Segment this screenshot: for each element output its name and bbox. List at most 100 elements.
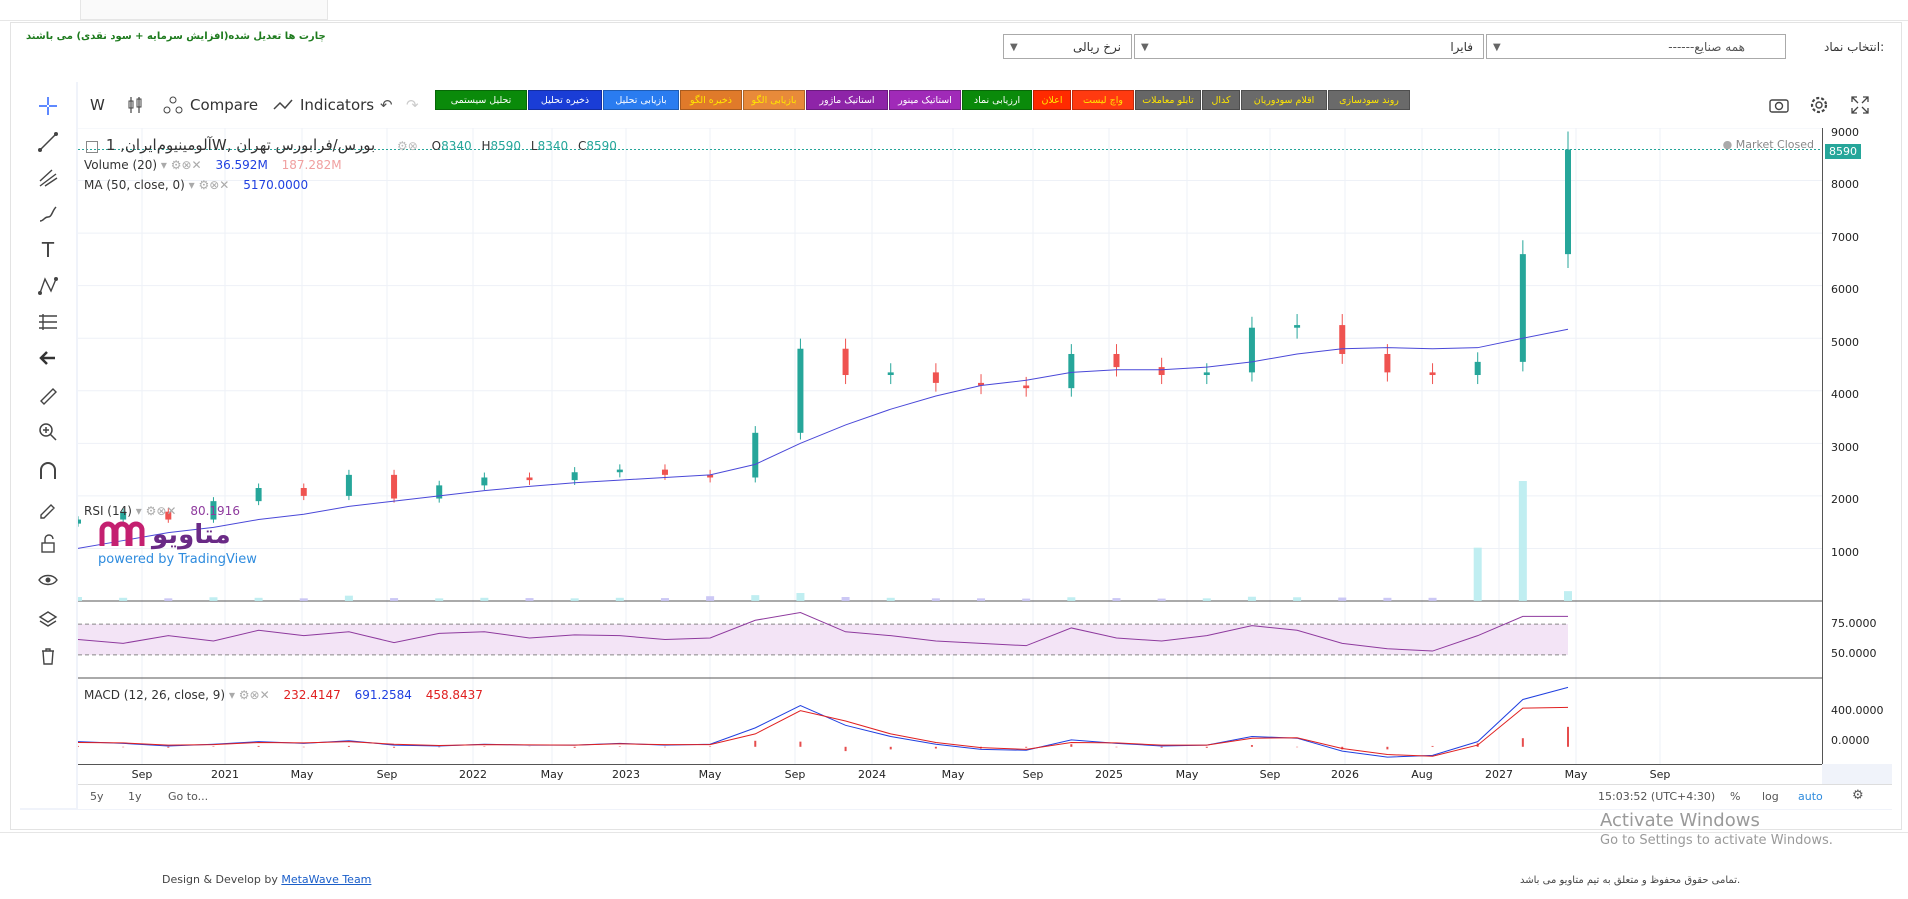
- macd-hist: [1386, 747, 1388, 750]
- range-1y-button[interactable]: 1y: [128, 790, 142, 803]
- stay-drawing-icon[interactable]: [34, 494, 62, 522]
- macd-hist: [348, 746, 350, 747]
- eye-icon[interactable]: [34, 566, 62, 594]
- zoom-in-icon[interactable]: [34, 418, 62, 446]
- toolbar-button-9[interactable]: واچ لیست: [1072, 90, 1134, 110]
- brush-icon[interactable]: [34, 200, 62, 228]
- toolbar-button-6[interactable]: استاتیک مینور: [889, 90, 961, 110]
- toolbar-button-3[interactable]: ذخیره الگو: [680, 90, 742, 110]
- volume-bar: [842, 597, 850, 601]
- toolbar-button-8[interactable]: اعلان: [1033, 90, 1071, 110]
- macd-hist: [1161, 747, 1163, 748]
- layers-icon[interactable]: [34, 606, 62, 634]
- main-legend: آلومینیوم‌ایران, 1W, بورس/فرابورس تهران …: [86, 136, 617, 154]
- time-tick: May: [1565, 768, 1588, 781]
- range-5y-button[interactable]: 5y: [90, 790, 104, 803]
- goto-button[interactable]: Go to...: [168, 790, 208, 803]
- legend-actions-icon[interactable]: ▾ ⚙⊗✕: [161, 158, 202, 172]
- text-icon[interactable]: T: [34, 236, 62, 264]
- pattern-icon[interactable]: [34, 272, 62, 300]
- candles-icon[interactable]: [126, 86, 144, 124]
- toolbar-button-5[interactable]: استاتیک ماژور: [806, 90, 888, 110]
- price-type-select[interactable]: ▼ نرخ ریالی: [1003, 34, 1132, 59]
- chevron-down-icon: ▼: [1493, 35, 1501, 60]
- volume-bar: [932, 598, 940, 601]
- macd-hist: [1206, 747, 1208, 748]
- candle-body: [481, 477, 487, 485]
- browser-tab-stub[interactable]: [80, 0, 328, 20]
- macd-legend: MACD (12, 26, close, 9) ▾ ⚙⊗✕ 232.4147 6…: [84, 688, 483, 702]
- toolbar-button-1[interactable]: ذخیره تحلیل: [528, 90, 602, 110]
- legend-actions-icon[interactable]: ▾ ⚙⊗✕: [136, 504, 177, 518]
- arrow-left-icon[interactable]: [34, 344, 62, 372]
- metawave-link[interactable]: MetaWave Team: [281, 873, 371, 886]
- candle-body: [1339, 325, 1345, 354]
- candle-body: [1520, 254, 1526, 362]
- time-tick: Sep: [132, 768, 153, 781]
- fullscreen-icon[interactable]: [1850, 86, 1870, 124]
- toolbar-button-13[interactable]: روند سودسازی: [1328, 90, 1410, 110]
- macd-hist: [754, 741, 756, 747]
- toolbar-button-12[interactable]: اقلام سودوریان: [1241, 90, 1327, 110]
- volume-bar: [706, 596, 714, 601]
- legend-actions-icon[interactable]: ▾ ⚙⊗✕: [229, 688, 270, 702]
- candle-body: [617, 470, 623, 473]
- indicators-button[interactable]: Indicators: [272, 86, 374, 124]
- macd-hist: [1070, 744, 1072, 747]
- macd-hist: [393, 747, 395, 748]
- ruler-icon[interactable]: [34, 382, 62, 410]
- redo-icon[interactable]: ↷: [406, 86, 419, 124]
- percent-toggle[interactable]: %: [1730, 790, 1740, 803]
- volume-bar: [616, 598, 624, 601]
- time-tick: May: [541, 768, 564, 781]
- toolbar-button-4[interactable]: بازیابی الگو: [743, 90, 805, 110]
- toolbar-button-7[interactable]: ارزیابی نماد: [962, 90, 1032, 110]
- time-tick: 2021: [211, 768, 239, 781]
- undo-icon[interactable]: ↶: [380, 86, 393, 124]
- toolbar-button-10[interactable]: تابلو معاملات: [1135, 90, 1201, 110]
- compare-button[interactable]: Compare: [162, 86, 258, 124]
- auto-toggle[interactable]: auto: [1798, 790, 1823, 803]
- clock: 15:03:52 (UTC+4:30): [1598, 790, 1715, 803]
- toolbar-button-0[interactable]: تحلیل سیستمی: [435, 90, 527, 110]
- indicators-icon: [272, 95, 294, 115]
- log-toggle[interactable]: log: [1762, 790, 1779, 803]
- bottom-bar: 5y 1y Go to... 15:03:52 (UTC+4:30) % log…: [78, 784, 1892, 809]
- trend-line-icon[interactable]: [34, 128, 62, 156]
- toolbar-button-11[interactable]: کدال: [1202, 90, 1240, 110]
- volume-bar: [751, 595, 759, 601]
- volume-bar: [1248, 597, 1256, 601]
- legend-actions-icon[interactable]: ▾ ⚙⊗✕: [189, 178, 230, 192]
- pitchfork-icon[interactable]: [34, 164, 62, 192]
- industry-select[interactable]: ▼ ------همه صنایع: [1486, 34, 1786, 59]
- legend-actions-icon[interactable]: ⚙⊗: [397, 139, 418, 153]
- volume-bar: [1112, 598, 1120, 601]
- rsi-tick: 75.0000: [1831, 617, 1877, 630]
- settings-icon[interactable]: ⚙: [1852, 788, 1864, 803]
- macd-hist: [935, 747, 937, 749]
- settings-icon[interactable]: [1808, 86, 1830, 124]
- macd-hist: [78, 746, 79, 747]
- lock-icon[interactable]: [34, 530, 62, 558]
- magnet-icon[interactable]: [34, 458, 62, 486]
- trash-icon[interactable]: [34, 642, 62, 670]
- volume-bar: [1293, 597, 1301, 601]
- interval-button[interactable]: W: [90, 86, 105, 124]
- toolbar-button-2[interactable]: بازیابی تحلیل: [603, 90, 679, 110]
- crosshair-icon[interactable]: [34, 92, 62, 120]
- symbol-select[interactable]: ▼ فایرا: [1134, 34, 1484, 59]
- candle-body: [572, 472, 578, 480]
- prediction-icon[interactable]: [34, 308, 62, 336]
- time-tick: May: [1176, 768, 1199, 781]
- candle-body: [1159, 367, 1165, 375]
- candle-body: [662, 470, 668, 475]
- volume-bar: [1067, 597, 1075, 601]
- macd-hist: [1567, 727, 1569, 747]
- camera-icon[interactable]: [1768, 86, 1790, 124]
- volume-bar: [526, 598, 534, 601]
- time-tick: Sep: [1650, 768, 1671, 781]
- collapse-icon[interactable]: [86, 141, 98, 153]
- time-tick: 2027: [1485, 768, 1513, 781]
